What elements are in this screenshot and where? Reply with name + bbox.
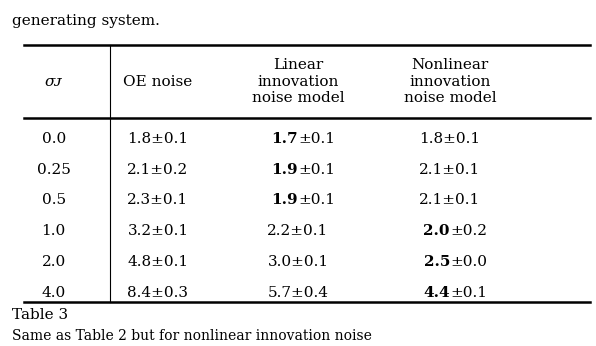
- Text: ±0.2: ±0.2: [450, 224, 487, 238]
- Text: Same as Table 2 but for nonlinear innovation noise: Same as Table 2 but for nonlinear innova…: [12, 329, 372, 343]
- Text: 3.0±0.1: 3.0±0.1: [268, 255, 328, 269]
- Text: Linear
innovation
noise model: Linear innovation noise model: [252, 58, 344, 105]
- Text: ±0.1: ±0.1: [298, 193, 335, 208]
- Text: ±0.1: ±0.1: [298, 132, 335, 146]
- Text: 1.9: 1.9: [271, 163, 298, 176]
- Text: 4.8±0.1: 4.8±0.1: [128, 255, 188, 269]
- Text: Nonlinear
innovation
noise model: Nonlinear innovation noise model: [403, 58, 496, 105]
- Text: σᴊ: σᴊ: [45, 74, 63, 89]
- Text: ±0.1: ±0.1: [298, 163, 335, 176]
- Text: ±0.1: ±0.1: [450, 286, 487, 300]
- Text: 1.8±0.1: 1.8±0.1: [420, 132, 480, 146]
- Text: 3.2±0.1: 3.2±0.1: [128, 224, 188, 238]
- Text: 5.7±0.4: 5.7±0.4: [268, 286, 328, 300]
- Text: 2.2±0.1: 2.2±0.1: [268, 224, 328, 238]
- Text: 2.1±0.2: 2.1±0.2: [128, 163, 188, 176]
- Text: 0.25: 0.25: [37, 163, 70, 176]
- Text: 2.1±0.1: 2.1±0.1: [420, 163, 480, 176]
- Text: OE noise: OE noise: [123, 74, 193, 89]
- Text: 0.5: 0.5: [42, 193, 66, 208]
- Text: ±0.0: ±0.0: [450, 255, 487, 269]
- Text: 1.9: 1.9: [271, 193, 298, 208]
- Text: 2.3±0.1: 2.3±0.1: [128, 193, 188, 208]
- Text: 1.7: 1.7: [271, 132, 298, 146]
- Text: 2.0: 2.0: [42, 255, 66, 269]
- Text: Table 3: Table 3: [12, 308, 68, 322]
- Text: 0.0: 0.0: [42, 132, 66, 146]
- Text: 1.0: 1.0: [42, 224, 66, 238]
- Text: 4.4: 4.4: [423, 286, 450, 300]
- Text: 4.0: 4.0: [42, 286, 66, 300]
- Text: 1.8±0.1: 1.8±0.1: [128, 132, 188, 146]
- Text: 2.1±0.1: 2.1±0.1: [420, 193, 480, 208]
- Text: 2.0: 2.0: [424, 224, 450, 238]
- Text: generating system.: generating system.: [12, 14, 160, 28]
- Text: 8.4±0.3: 8.4±0.3: [128, 286, 188, 300]
- Text: 2.5: 2.5: [424, 255, 450, 269]
